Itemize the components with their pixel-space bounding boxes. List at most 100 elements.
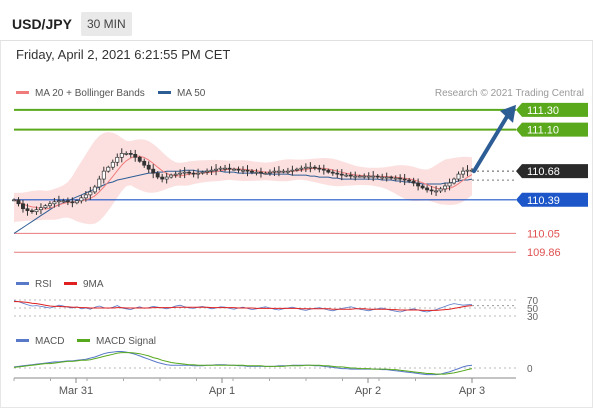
candle-body (321, 168, 326, 171)
candle-body (353, 175, 358, 178)
level-tag-111-10 (516, 122, 588, 137)
time-axis: Mar 31 Apr 1 Apr 2 Apr 3 (13, 377, 516, 397)
candle-body (151, 168, 156, 174)
time-tick-label: Mar 31 (59, 385, 93, 397)
candle-body (124, 153, 129, 155)
candle-body (299, 167, 304, 170)
candle-body (88, 191, 93, 196)
candle-body (456, 173, 461, 180)
candle-body (38, 207, 43, 211)
candle-body (164, 176, 169, 180)
candle-body (191, 172, 196, 175)
candle-body (169, 174, 174, 178)
candle-body (461, 170, 465, 175)
candle-body (339, 173, 344, 176)
candle-body (196, 172, 201, 175)
time-tick-label: Apr 3 (459, 385, 485, 397)
candle-body (30, 210, 34, 213)
legend-swatch-bollinger (16, 91, 29, 94)
candle-body (308, 166, 313, 169)
forecast-arrow-head (500, 104, 516, 123)
candle-body (317, 167, 322, 170)
legend-label-macd: MACD (35, 336, 64, 347)
level-label-111-10: 111.10 (527, 125, 559, 137)
candle-body (241, 169, 245, 172)
macd-panel: 0 (13, 351, 533, 376)
candle-body (137, 156, 142, 162)
candle-body (12, 199, 16, 202)
legend-swatch-ma50 (158, 91, 171, 94)
candle-body (101, 170, 106, 180)
candle-body (411, 180, 416, 184)
legend-swatch-9ma (64, 282, 77, 285)
macd-tick-0: 0 (527, 364, 533, 375)
candle-body (245, 169, 250, 172)
level-tag-110-68 (516, 164, 588, 179)
legend-label-bollinger: MA 20 + Bollinger Bands (35, 88, 145, 99)
candle-body (443, 185, 448, 190)
level-tag-110-39 (516, 192, 588, 207)
candle-body (227, 167, 232, 170)
candle-body (110, 161, 115, 168)
candle-body (366, 175, 371, 178)
candle-body (128, 153, 133, 155)
candle-body (290, 169, 295, 172)
legend-label-rsi: RSI (35, 279, 52, 290)
candle-body (348, 174, 353, 177)
candle-body (47, 203, 52, 207)
candle-body (294, 168, 299, 171)
timeframe-badge[interactable]: 30 MIN (81, 12, 132, 36)
candle-body (214, 168, 219, 171)
candle-body (416, 182, 421, 187)
chart-header: USD/JPY 30 MIN (0, 0, 593, 41)
candle-body (74, 200, 79, 204)
bollinger-band-area (14, 132, 472, 225)
level-label-110-68: 110.68 (527, 166, 560, 178)
candle-body (312, 166, 317, 169)
candle-body (429, 189, 434, 192)
candle-body (232, 168, 236, 171)
candle-body (106, 166, 111, 172)
candle-body (407, 179, 412, 182)
rsi-9ma-line (14, 301, 473, 311)
legend-label-ma50: MA 50 (177, 88, 206, 99)
candle-body (34, 209, 39, 213)
candle-body (276, 170, 281, 173)
macd-line (13, 351, 473, 376)
candle-body (200, 171, 205, 174)
candle-body (83, 194, 88, 199)
level-label-109-86: 109.86 (527, 247, 561, 259)
candle-body (97, 178, 102, 188)
candle-body (178, 172, 183, 175)
candle-body (285, 170, 290, 173)
candle-body (398, 177, 403, 180)
candle-body (142, 160, 147, 166)
candle-body (187, 171, 192, 174)
legend-label-9ma: 9MA (83, 279, 104, 290)
rsi-tick-50: 50 (527, 304, 539, 315)
candle-body (146, 164, 151, 170)
legend-swatch-rsi (16, 282, 29, 285)
candle-body (119, 153, 124, 158)
candle-body (389, 176, 394, 179)
candle-body (79, 197, 84, 202)
candle-body (362, 175, 367, 178)
level-label-111-30: 111.30 (527, 105, 559, 117)
candle-body (133, 154, 138, 158)
level-tag-111-30 (516, 102, 588, 117)
candle-body (160, 176, 165, 180)
candle-body (65, 200, 70, 203)
level-label-110-05: 110.05 (527, 228, 560, 240)
candle-body (402, 178, 407, 181)
candle-body (330, 171, 335, 174)
candle-body (209, 169, 214, 172)
candle-body (393, 177, 398, 180)
candle-body (375, 175, 380, 178)
time-tick-label: Apr 1 (209, 385, 235, 397)
candle-body (115, 156, 120, 163)
candle-body (326, 169, 331, 173)
candle-body (236, 168, 241, 171)
candle-body (384, 176, 389, 179)
candle-body (155, 172, 160, 178)
